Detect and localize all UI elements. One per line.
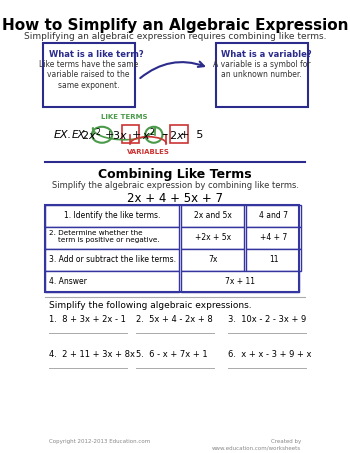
Bar	[246, 205, 301, 226]
Text: What is a like term?: What is a like term?	[49, 50, 143, 59]
Bar	[46, 226, 179, 249]
Bar	[246, 249, 301, 270]
Text: 2. Determine whether the
    term is positive or negative.: 2. Determine whether the term is positiv…	[49, 230, 159, 243]
Text: 2x and 5x: 2x and 5x	[194, 211, 232, 220]
Text: +2x + 5x: +2x + 5x	[195, 233, 231, 242]
Text: EX.: EX.	[53, 130, 71, 140]
Text: 7x: 7x	[208, 255, 217, 264]
Bar	[246, 226, 301, 249]
Text: VARIABLES: VARIABLES	[127, 149, 170, 155]
Text: 3. Add or subtract the like terms.: 3. Add or subtract the like terms.	[49, 255, 176, 264]
Text: +: +	[105, 130, 114, 140]
Text: Simplifying an algebraic expression requires combining like terms.: Simplifying an algebraic expression requ…	[24, 32, 326, 41]
Text: Copyright 2012-2013 Education.com: Copyright 2012-2013 Education.com	[49, 439, 150, 444]
Text: 5.  6 - x + 7x + 1: 5. 6 - x + 7x + 1	[136, 350, 207, 359]
Bar	[46, 205, 179, 226]
Text: 1.  8 + 3x + 2x - 1: 1. 8 + 3x + 2x - 1	[49, 315, 126, 324]
FancyBboxPatch shape	[216, 43, 308, 107]
Text: LIKE TERMS: LIKE TERMS	[101, 114, 147, 120]
FancyBboxPatch shape	[170, 125, 188, 143]
Text: $3x$: $3x$	[112, 129, 128, 141]
Text: 4.  2 + 11 + 3x + 8x: 4. 2 + 11 + 3x + 8x	[49, 350, 135, 359]
Text: A variable is a symbol for
an unknown number.: A variable is a symbol for an unknown nu…	[212, 60, 310, 79]
Text: Like terms have the same
variable raised to the
same exponent.: Like terms have the same variable raised…	[39, 60, 138, 90]
Text: +4 + 7: +4 + 7	[260, 233, 288, 242]
Bar	[181, 226, 244, 249]
Bar	[181, 249, 244, 270]
Text: Simplify the algebraic expression by combining like terms.: Simplify the algebraic expression by com…	[51, 181, 299, 190]
Text: +  5: + 5	[180, 130, 203, 140]
Text: Created by
www.education.com/worksheets: Created by www.education.com/worksheets	[212, 439, 301, 450]
Text: Combining Like Terms: Combining Like Terms	[98, 168, 252, 181]
Text: $2x$: $2x$	[169, 129, 184, 141]
Bar	[181, 205, 244, 226]
Text: 2.  5x + 4 - 2x + 8: 2. 5x + 4 - 2x + 8	[136, 315, 212, 324]
FancyBboxPatch shape	[121, 125, 139, 143]
Text: EX.: EX.	[72, 130, 89, 140]
Text: $x^2$: $x^2$	[142, 126, 156, 143]
Text: 2x + 4 + 5x + 7: 2x + 4 + 5x + 7	[127, 192, 223, 205]
Text: 1. Identify the like terms.: 1. Identify the like terms.	[64, 211, 160, 220]
Bar	[181, 270, 299, 293]
Text: What is a variable?: What is a variable?	[221, 50, 312, 59]
Text: How to Simplify an Algebraic Expression: How to Simplify an Algebraic Expression	[2, 18, 348, 33]
Text: $2x^2$: $2x^2$	[81, 126, 101, 143]
Bar	[46, 270, 179, 293]
Text: 3.  10x - 2 - 3x + 9: 3. 10x - 2 - 3x + 9	[228, 315, 306, 324]
Text: 4 and 7: 4 and 7	[259, 211, 288, 220]
Bar	[46, 249, 179, 270]
Text: 6.  x + x - 3 + 9 + x: 6. x + x - 3 + 9 + x	[228, 350, 311, 359]
Text: Simplify the following algebraic expressions.: Simplify the following algebraic express…	[49, 302, 251, 310]
Text: 7x + 11: 7x + 11	[225, 277, 255, 286]
Bar	[46, 205, 299, 293]
Text: 4. Answer: 4. Answer	[49, 277, 86, 286]
Text: +: +	[132, 130, 141, 140]
Text: –: –	[162, 128, 168, 141]
Text: 11: 11	[269, 255, 279, 264]
FancyBboxPatch shape	[43, 43, 135, 107]
